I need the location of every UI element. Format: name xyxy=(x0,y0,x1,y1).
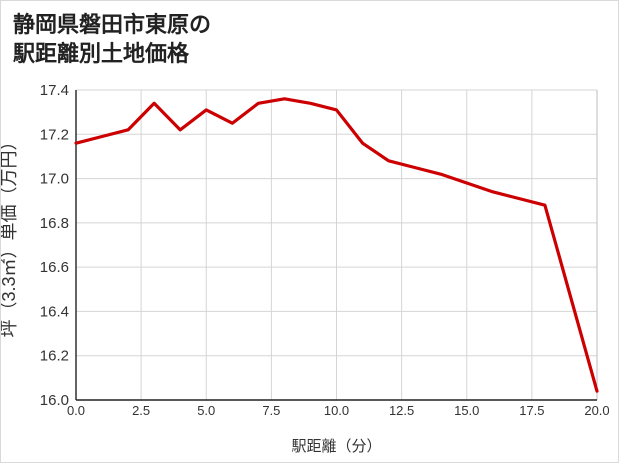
svg-text:16.8: 16.8 xyxy=(40,215,69,232)
svg-text:17.4: 17.4 xyxy=(40,82,69,99)
svg-text:坪（3.3㎡）単価（万円）: 坪（3.3㎡）単価（万円） xyxy=(1,132,19,337)
svg-text:駅距離（分）: 駅距離（分） xyxy=(291,437,381,455)
svg-text:2.5: 2.5 xyxy=(132,403,150,418)
svg-text:10.0: 10.0 xyxy=(324,403,349,418)
svg-text:5.0: 5.0 xyxy=(197,403,215,418)
svg-text:17.2: 17.2 xyxy=(40,126,69,143)
svg-text:15.0: 15.0 xyxy=(454,403,479,418)
svg-text:7.5: 7.5 xyxy=(262,403,280,418)
svg-text:17.5: 17.5 xyxy=(519,403,544,418)
svg-text:0.0: 0.0 xyxy=(67,403,85,418)
svg-text:17.0: 17.0 xyxy=(40,171,69,188)
svg-text:20.0: 20.0 xyxy=(584,403,609,418)
svg-text:12.5: 12.5 xyxy=(389,403,414,418)
svg-text:16.2: 16.2 xyxy=(40,348,69,365)
svg-text:16.0: 16.0 xyxy=(40,392,69,409)
svg-text:16.4: 16.4 xyxy=(40,303,69,320)
svg-text:16.6: 16.6 xyxy=(40,259,69,276)
